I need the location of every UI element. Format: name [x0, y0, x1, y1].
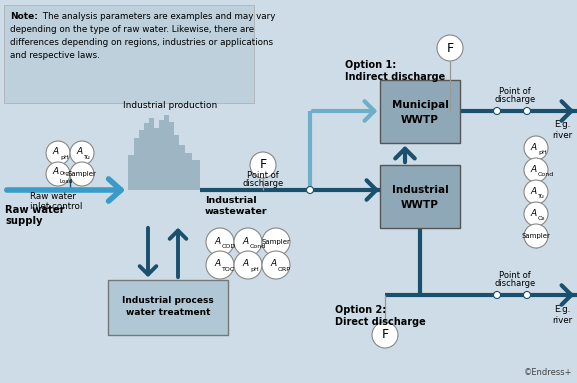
Text: Org.: Org. [60, 172, 72, 177]
Text: WWTP: WWTP [401, 115, 439, 125]
Text: A: A [531, 208, 537, 218]
Text: COD: COD [222, 244, 236, 249]
Text: Option 1:: Option 1: [345, 60, 396, 70]
Text: A: A [53, 167, 59, 177]
Text: Point of: Point of [499, 271, 531, 280]
Circle shape [262, 251, 290, 279]
Polygon shape [128, 115, 200, 190]
Text: TOC: TOC [222, 267, 235, 272]
Text: Sampler: Sampler [68, 171, 96, 177]
Text: A: A [53, 147, 59, 157]
Text: Cond: Cond [250, 244, 266, 249]
Circle shape [493, 108, 500, 115]
Text: pH: pH [60, 155, 69, 160]
Text: A: A [531, 187, 537, 195]
Circle shape [70, 162, 94, 186]
Circle shape [437, 35, 463, 61]
Text: ©Endress+: ©Endress+ [523, 368, 572, 377]
Circle shape [250, 152, 276, 178]
Text: Sampler: Sampler [522, 233, 550, 239]
Text: Point of: Point of [247, 171, 279, 180]
Circle shape [262, 228, 290, 256]
Text: and respective laws.: and respective laws. [10, 51, 100, 60]
Text: Raw water: Raw water [30, 192, 76, 201]
Text: Industrial: Industrial [205, 196, 257, 205]
Text: Cond: Cond [538, 172, 554, 177]
Text: Note:: Note: [10, 12, 38, 21]
Circle shape [46, 141, 70, 165]
Text: Industrial production: Industrial production [123, 101, 217, 110]
Circle shape [234, 228, 262, 256]
Circle shape [524, 180, 548, 204]
Text: river: river [552, 131, 572, 140]
Text: Tu: Tu [84, 155, 91, 160]
Text: Point of: Point of [499, 87, 531, 96]
Text: river: river [552, 316, 572, 325]
Circle shape [306, 187, 313, 193]
Text: A: A [531, 165, 537, 173]
Circle shape [523, 108, 530, 115]
Text: A: A [77, 147, 83, 157]
Text: Raw water: Raw water [5, 205, 65, 215]
Text: Municipal: Municipal [392, 100, 448, 110]
Text: ORP: ORP [278, 267, 291, 272]
Text: supply: supply [5, 216, 43, 226]
Text: Tu: Tu [538, 194, 545, 199]
Text: Indirect discharge: Indirect discharge [345, 72, 445, 82]
Text: A: A [215, 260, 221, 268]
Circle shape [372, 322, 398, 348]
Circle shape [524, 202, 548, 226]
Circle shape [206, 228, 234, 256]
Text: A: A [215, 236, 221, 246]
Text: Option 2:: Option 2: [335, 305, 386, 315]
FancyBboxPatch shape [380, 165, 460, 228]
Text: depending on the type of raw water. Likewise, there are: depending on the type of raw water. Like… [10, 25, 254, 34]
Text: A: A [271, 260, 277, 268]
Text: differences depending on regions, industries or applications: differences depending on regions, indust… [10, 38, 273, 47]
Text: E.g.: E.g. [554, 305, 570, 314]
Text: WWTP: WWTP [401, 200, 439, 210]
Text: The analysis parameters are examples and may vary: The analysis parameters are examples and… [40, 12, 275, 21]
Circle shape [524, 136, 548, 160]
Text: pH: pH [538, 150, 547, 155]
Text: wastewater: wastewater [205, 207, 268, 216]
Circle shape [524, 158, 548, 182]
Text: pH: pH [250, 267, 258, 272]
Text: Industrial process: Industrial process [122, 296, 214, 305]
FancyBboxPatch shape [4, 5, 254, 103]
Text: inlet control: inlet control [30, 202, 83, 211]
Text: Direct discharge: Direct discharge [335, 317, 426, 327]
Circle shape [70, 141, 94, 165]
Text: water treatment: water treatment [126, 308, 210, 317]
Text: discharge: discharge [494, 279, 535, 288]
Text: F: F [381, 329, 388, 342]
Text: E.g.: E.g. [554, 120, 570, 129]
Text: discharge: discharge [494, 95, 535, 104]
Text: O₂: O₂ [538, 216, 545, 221]
Text: F: F [260, 159, 267, 172]
Circle shape [206, 251, 234, 279]
FancyBboxPatch shape [108, 280, 228, 335]
Circle shape [524, 224, 548, 248]
Circle shape [234, 251, 262, 279]
Text: A: A [243, 260, 249, 268]
Text: Load: Load [60, 179, 73, 184]
Text: Sampler: Sampler [261, 239, 290, 245]
Text: F: F [447, 41, 454, 54]
Circle shape [493, 291, 500, 298]
Text: Industrial: Industrial [392, 185, 448, 195]
Text: discharge: discharge [242, 179, 284, 188]
Circle shape [46, 162, 70, 186]
FancyBboxPatch shape [380, 80, 460, 143]
Circle shape [523, 291, 530, 298]
Text: A: A [243, 236, 249, 246]
Text: A: A [531, 142, 537, 152]
